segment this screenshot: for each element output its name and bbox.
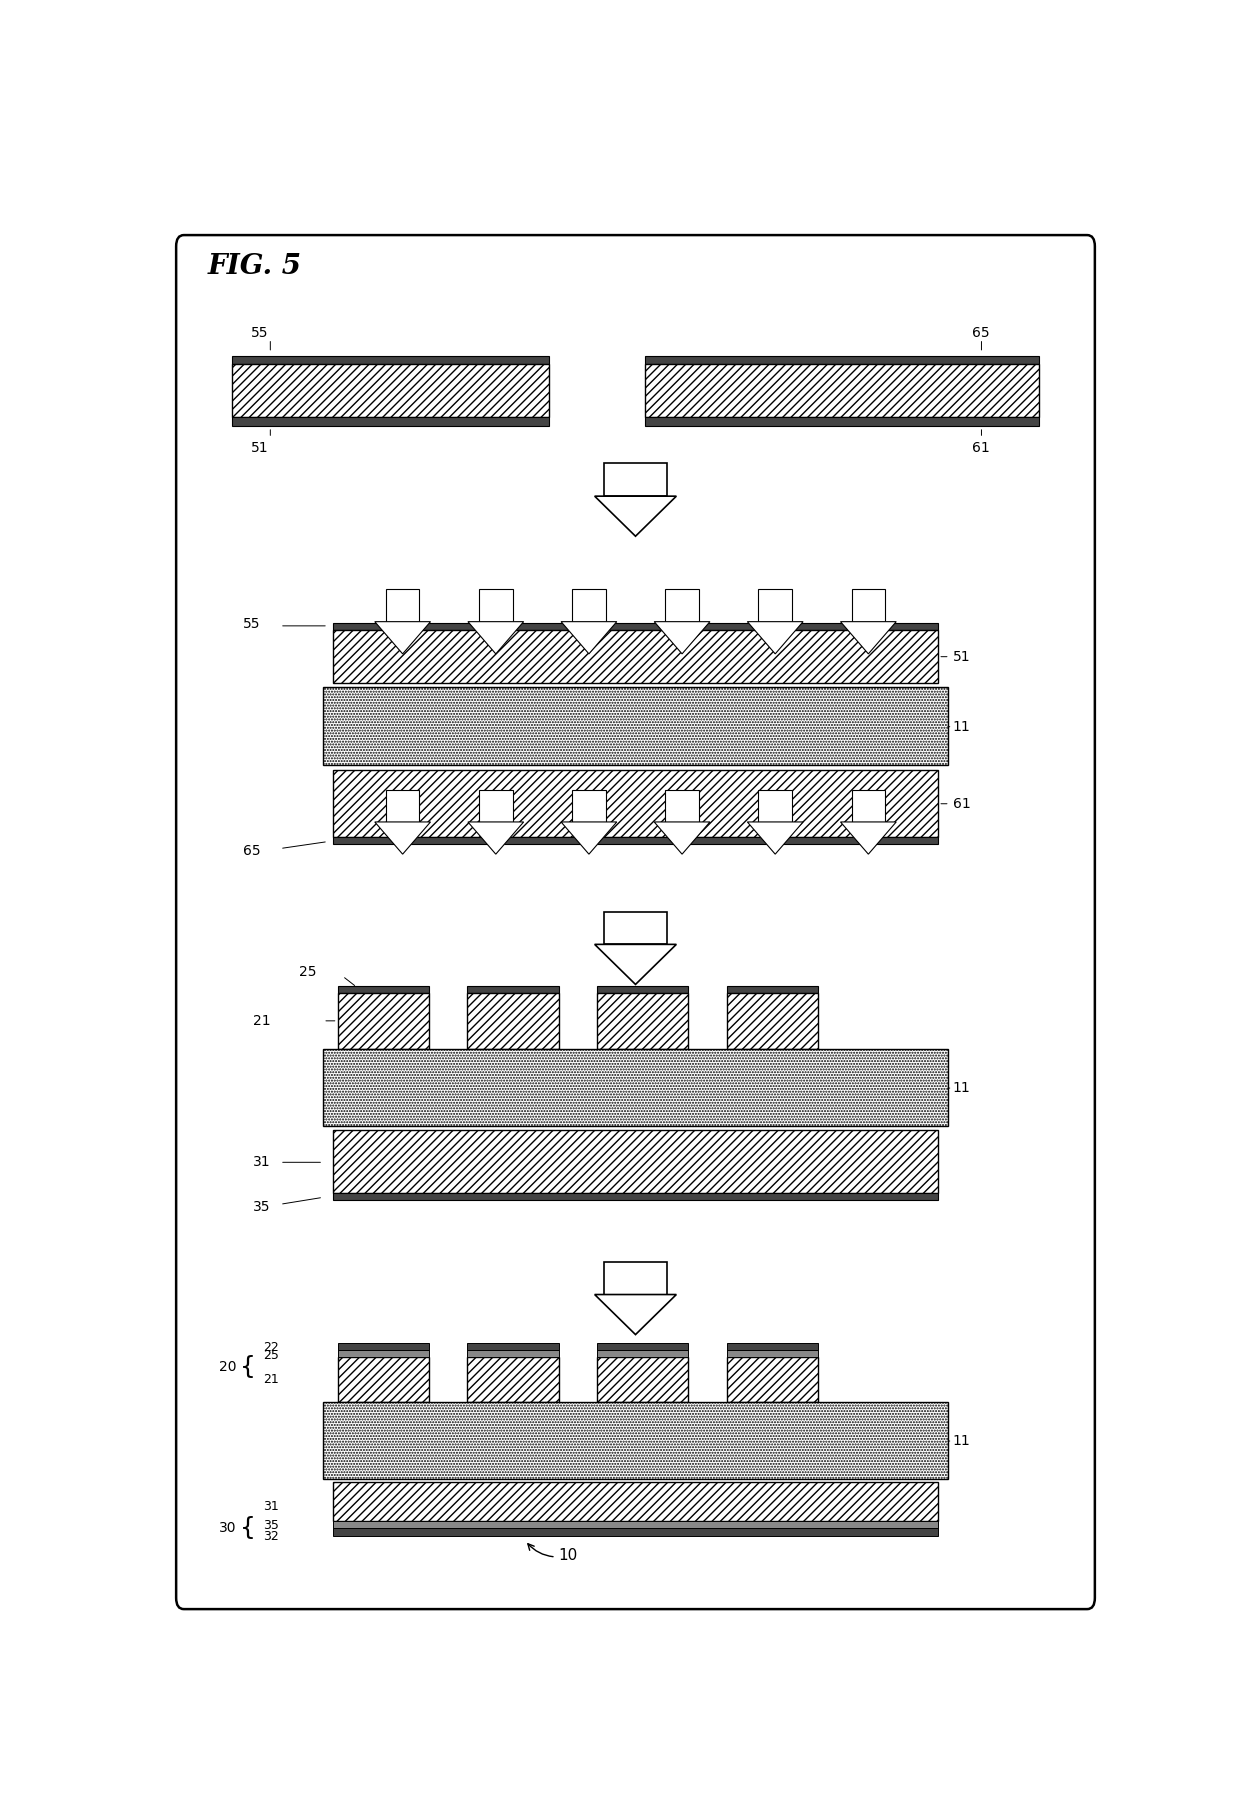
- Text: 61: 61: [972, 440, 990, 455]
- Bar: [727, 993, 818, 1050]
- Text: 10: 10: [528, 1544, 578, 1563]
- Bar: [332, 837, 939, 844]
- Polygon shape: [560, 822, 616, 855]
- Bar: [324, 1050, 947, 1126]
- Bar: [727, 986, 818, 993]
- Text: 20: 20: [219, 1361, 237, 1373]
- Text: 11: 11: [952, 1433, 971, 1448]
- Text: 35: 35: [253, 1201, 270, 1213]
- Text: 61: 61: [952, 797, 971, 811]
- Bar: [467, 993, 558, 1050]
- Polygon shape: [595, 944, 676, 984]
- Polygon shape: [595, 497, 676, 537]
- Polygon shape: [841, 822, 897, 855]
- Text: 65: 65: [243, 844, 260, 859]
- Bar: [727, 1342, 818, 1350]
- Text: 25: 25: [299, 964, 316, 979]
- Bar: [324, 1402, 947, 1479]
- Bar: [337, 1357, 429, 1402]
- Bar: [332, 1193, 939, 1201]
- FancyBboxPatch shape: [176, 235, 1095, 1610]
- Bar: [479, 789, 512, 822]
- Bar: [596, 986, 688, 993]
- Text: 11: 11: [952, 1080, 971, 1095]
- Bar: [572, 589, 605, 622]
- Text: 55: 55: [243, 617, 260, 631]
- Bar: [759, 789, 792, 822]
- Bar: [232, 355, 549, 364]
- Bar: [852, 789, 885, 822]
- Bar: [467, 1342, 558, 1350]
- Bar: [332, 1521, 939, 1528]
- Bar: [337, 1350, 429, 1357]
- Bar: [666, 589, 699, 622]
- Polygon shape: [841, 622, 897, 653]
- Text: 31: 31: [263, 1501, 279, 1513]
- Bar: [596, 1357, 688, 1402]
- Text: 11: 11: [952, 720, 971, 733]
- Bar: [337, 986, 429, 993]
- Bar: [645, 417, 1039, 426]
- Bar: [337, 1342, 429, 1350]
- Polygon shape: [748, 822, 804, 855]
- Text: {: {: [239, 1515, 255, 1541]
- Polygon shape: [655, 822, 711, 855]
- Text: 21: 21: [263, 1373, 279, 1386]
- Text: FIG. 5: FIG. 5: [208, 253, 301, 280]
- Bar: [604, 911, 667, 944]
- Text: 22: 22: [263, 1341, 279, 1353]
- Bar: [467, 986, 558, 993]
- Bar: [666, 789, 699, 822]
- Polygon shape: [374, 822, 430, 855]
- Bar: [467, 1350, 558, 1357]
- Bar: [332, 629, 939, 684]
- Text: 51: 51: [250, 440, 269, 455]
- Polygon shape: [467, 822, 523, 855]
- Bar: [386, 589, 419, 622]
- Bar: [596, 993, 688, 1050]
- Bar: [645, 364, 1039, 417]
- Polygon shape: [560, 622, 616, 653]
- Text: 51: 51: [952, 649, 970, 664]
- Bar: [337, 993, 429, 1050]
- Polygon shape: [595, 1295, 676, 1335]
- Text: 65: 65: [972, 326, 990, 340]
- Bar: [727, 1357, 818, 1402]
- Polygon shape: [467, 622, 523, 653]
- Bar: [332, 769, 939, 837]
- Text: 31: 31: [253, 1155, 270, 1170]
- Bar: [332, 1482, 939, 1521]
- Text: 32: 32: [263, 1530, 279, 1543]
- Bar: [479, 589, 512, 622]
- Bar: [596, 1342, 688, 1350]
- Bar: [645, 355, 1039, 364]
- Bar: [332, 1130, 939, 1193]
- Text: 21: 21: [253, 1013, 270, 1028]
- Bar: [467, 1357, 558, 1402]
- Bar: [324, 688, 947, 764]
- Bar: [604, 1262, 667, 1295]
- Text: 55: 55: [250, 326, 269, 340]
- Bar: [232, 364, 549, 417]
- Bar: [332, 624, 939, 629]
- Bar: [386, 789, 419, 822]
- Text: 25: 25: [263, 1350, 279, 1362]
- Bar: [332, 1528, 939, 1537]
- Polygon shape: [655, 622, 711, 653]
- Bar: [852, 589, 885, 622]
- Polygon shape: [748, 622, 804, 653]
- Text: 30: 30: [219, 1521, 237, 1535]
- Bar: [572, 789, 605, 822]
- Text: {: {: [239, 1355, 255, 1379]
- Bar: [604, 464, 667, 497]
- Polygon shape: [374, 622, 430, 653]
- Bar: [727, 1350, 818, 1357]
- Bar: [232, 417, 549, 426]
- Text: 35: 35: [263, 1519, 279, 1532]
- Bar: [759, 589, 792, 622]
- Bar: [596, 1350, 688, 1357]
